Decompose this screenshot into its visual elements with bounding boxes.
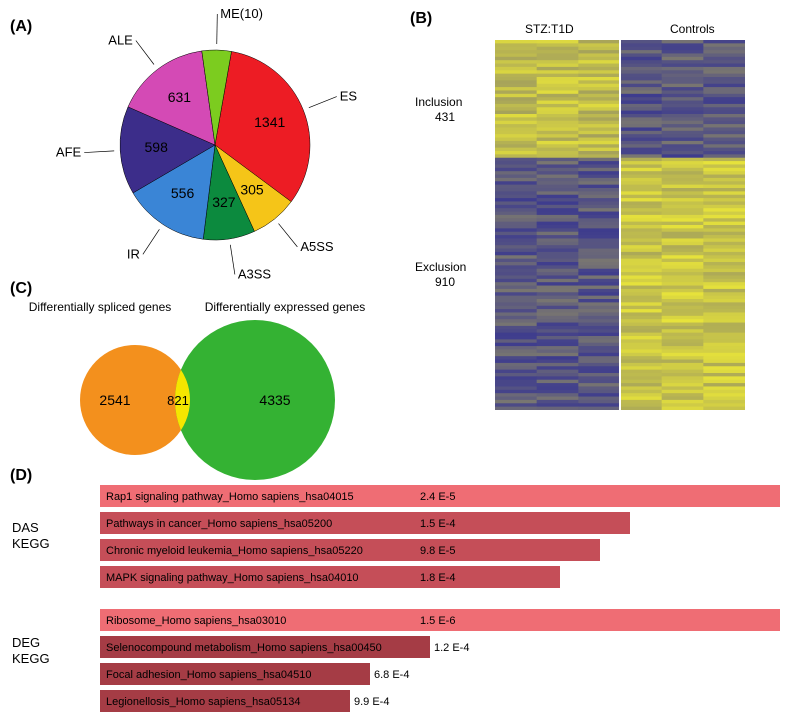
svg-text:305: 305 — [240, 182, 264, 198]
svg-text:ES: ES — [340, 89, 358, 104]
svg-text:Selenocompound metabolism_Homo: Selenocompound metabolism_Homo sapiens_h… — [106, 642, 382, 654]
panel-c-venn: (C) Differentially spliced genes Differe… — [0, 275, 400, 465]
svg-text:Ribosome_Homo sapiens_hsa03010: Ribosome_Homo sapiens_hsa03010 — [106, 615, 286, 627]
svg-text:ME(10): ME(10) — [220, 6, 263, 21]
bar-group-deg-label: DEGKEGG — [12, 635, 50, 666]
heatmap-col-stz: STZ:T1D — [525, 22, 574, 36]
svg-text:2.4 E-5: 2.4 E-5 — [420, 491, 455, 503]
svg-text:1.5 E-6: 1.5 E-6 — [420, 615, 455, 627]
panel-b-label: (B) — [410, 10, 432, 28]
svg-text:631: 631 — [168, 89, 192, 105]
venn-right-title: Differentially expressed genes — [185, 300, 385, 314]
svg-text:MAPK signaling pathway_Homo sa: MAPK signaling pathway_Homo sapiens_hsa0… — [106, 572, 359, 584]
panel-d-label: (D) — [10, 467, 32, 485]
svg-text:9.8 E-5: 9.8 E-5 — [420, 545, 455, 557]
svg-text:Legionellosis_Homo sapiens_hsa: Legionellosis_Homo sapiens_hsa05134 — [106, 696, 300, 708]
svg-text:598: 598 — [145, 139, 169, 155]
venn-left-title: Differentially spliced genes — [20, 300, 180, 314]
svg-text:2541: 2541 — [99, 392, 130, 408]
svg-text:AFE: AFE — [56, 145, 82, 160]
svg-text:1.2 E-4: 1.2 E-4 — [434, 642, 469, 654]
svg-text:Chronic myeloid leukemia_Homo: Chronic myeloid leukemia_Homo sapiens_hs… — [106, 545, 363, 557]
svg-text:6.8 E-4: 6.8 E-4 — [374, 669, 409, 681]
panel-d-bars: (D) DASKEGG DEGKEGG Rap1 signaling pathw… — [0, 470, 800, 720]
bar-group-das-label: DASKEGG — [12, 520, 50, 551]
svg-text:Focal adhesion_Homo sapiens_hs: Focal adhesion_Homo sapiens_hsa04510 — [106, 669, 311, 681]
panel-a-label: (A) — [10, 18, 32, 36]
svg-text:9.9 E-4: 9.9 E-4 — [354, 696, 389, 708]
bar-group-deg-text: DEGKEGG — [12, 635, 50, 666]
svg-text:1.5 E-4: 1.5 E-4 — [420, 518, 455, 530]
venn-svg: 2541 821 4335 — [50, 315, 400, 485]
svg-text:Rap1 signaling pathway_Homo sa: Rap1 signaling pathway_Homo sapiens_hsa0… — [106, 491, 354, 503]
heatmap-row-exclusion-label: Exclusion — [415, 260, 466, 274]
heatmap-row-inclusion-count: 431 — [435, 110, 455, 124]
bar-chart-svg: Rap1 signaling pathway_Homo sapiens_hsa0… — [100, 485, 800, 725]
bar-group-das-text: DASKEGG — [12, 520, 50, 551]
panel-c-label: (C) — [10, 280, 32, 298]
svg-text:Pathways in cancer_Homo sapien: Pathways in cancer_Homo sapiens_hsa05200 — [106, 518, 332, 530]
heatmap-row-inclusion-label: Inclusion — [415, 95, 462, 109]
heatmap-col-controls: Controls — [670, 22, 715, 36]
panel-b-heatmap: (B) STZ:T1D Controls Inclusion 431 Exclu… — [410, 0, 800, 430]
svg-text:1341: 1341 — [254, 114, 285, 130]
svg-text:556: 556 — [171, 185, 195, 201]
svg-text:4335: 4335 — [259, 392, 290, 408]
panel-a-pie: (A) 1341305327556598631 ESA5SSA3SSIRAFEA… — [0, 0, 400, 280]
svg-text:1.8 E-4: 1.8 E-4 — [420, 572, 455, 584]
pie-chart: 1341 305327 556 598 631 — [95, 25, 335, 265]
svg-text:821: 821 — [167, 393, 189, 408]
heatmap-row-exclusion-count: 910 — [435, 275, 455, 289]
svg-text:327: 327 — [212, 194, 236, 210]
heatmap-svg — [495, 40, 745, 410]
